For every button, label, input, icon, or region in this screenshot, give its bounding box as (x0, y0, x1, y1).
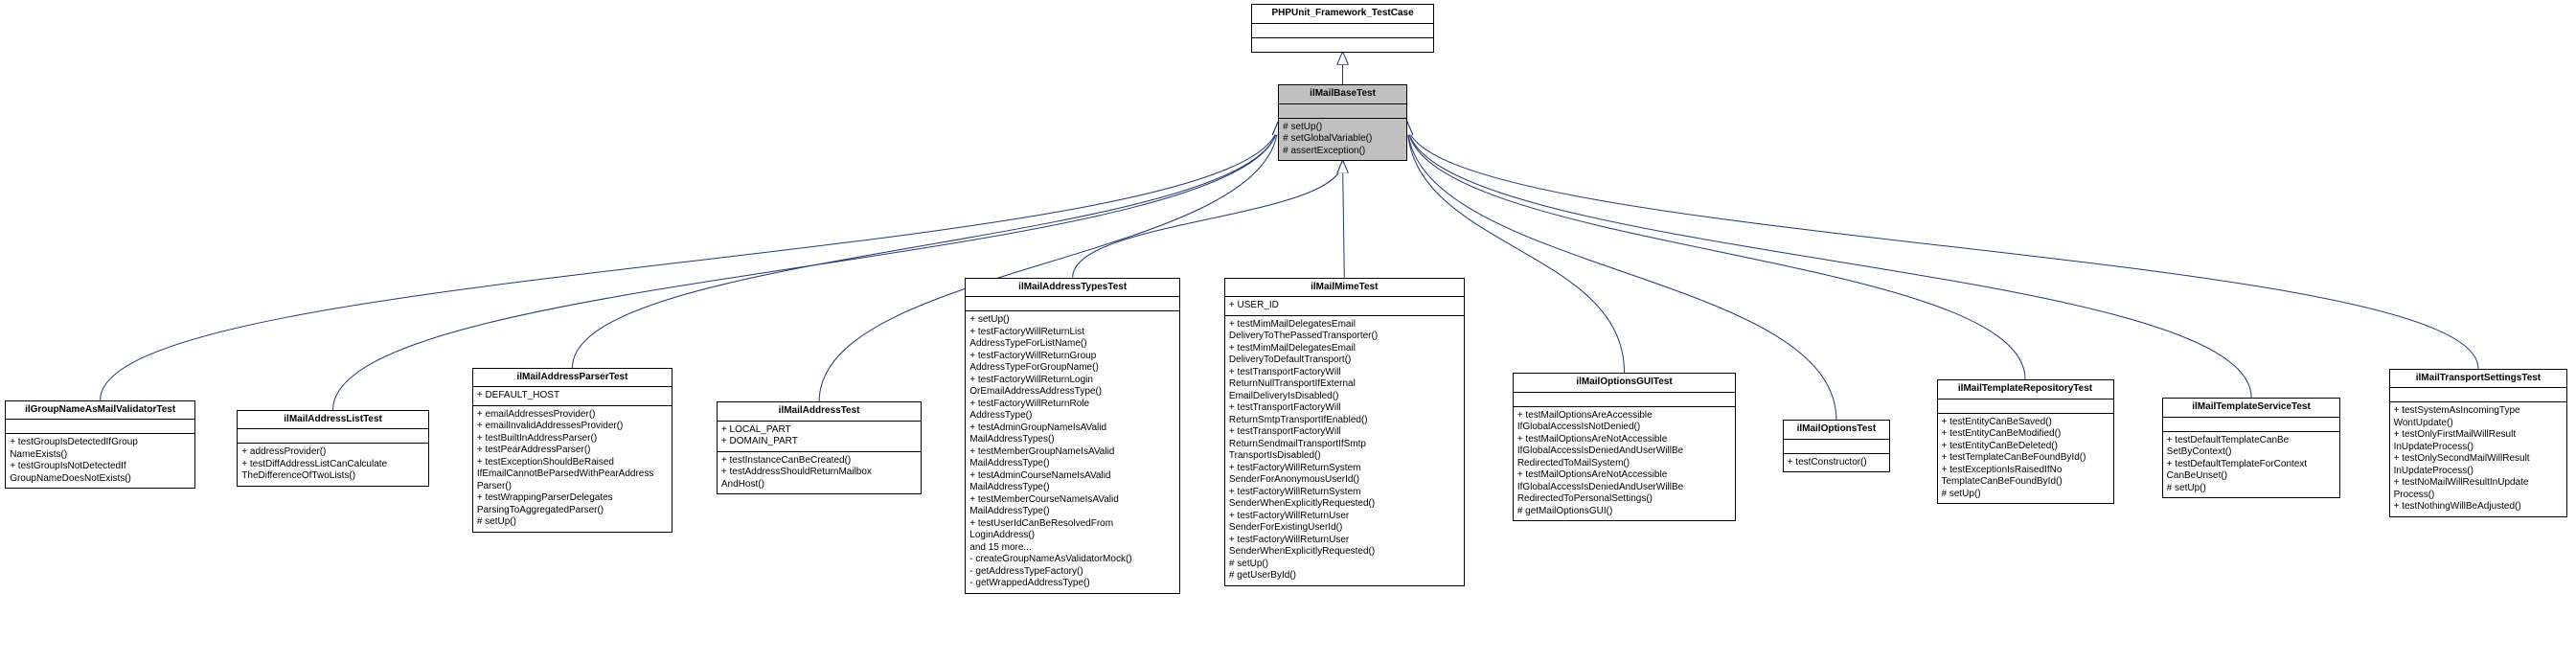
edge-ilMailTemplateServiceTest-to-ilMailBaseTest (1407, 123, 2251, 398)
class-title: ilMailMimeTest (1225, 279, 1464, 298)
class-title: ilMailOptionsGUITest (1514, 374, 1735, 393)
class-members (1784, 440, 1889, 454)
class-title: ilMailAddressTypesTest (966, 279, 1179, 298)
class-ilMailOptionsTest[interactable]: ilMailOptionsTest + testConstructor() (1783, 420, 1890, 472)
class-members (1279, 104, 1406, 119)
class-members (6, 420, 194, 434)
class-members: + testDefaultTemplateCanBe SetByContext(… (2163, 432, 2340, 498)
class-members: + DEFAULT_HOST (473, 387, 672, 406)
class-members (1514, 393, 1735, 407)
edge-ilMailTransportSettingsTest-to-ilMailBaseTest (1407, 123, 2478, 369)
class-members (1252, 38, 1432, 52)
class-members: + USER_ID (1225, 297, 1464, 316)
class-title: ilMailAddressTest (718, 402, 921, 422)
class-members (2163, 418, 2340, 432)
class-members: # setUp() # setGlobalVariable() # assert… (1279, 119, 1406, 161)
class-members: + testGroupIsDetectedIfGroup NameExists(… (6, 434, 194, 488)
class-members: + setUp() + testFactoryWillReturnList Ad… (966, 311, 1179, 593)
class-members (1938, 399, 2113, 414)
class-title: ilMailTransportSettingsTest (2390, 370, 2567, 389)
class-members: + testEntityCanBeSaved() + testEntityCan… (1938, 414, 2113, 504)
class-members (966, 297, 1179, 311)
class-ilMailOptionsGUITest[interactable]: ilMailOptionsGUITest + testMailOptionsAre… (1513, 373, 1736, 521)
class-title: ilMailTemplateRepositoryTest (1938, 380, 2113, 399)
class-members: + testConstructor() (1784, 454, 1889, 472)
class-members: + emailAddressesProvider() + emailInvali… (473, 406, 672, 532)
diagram-canvas: PHPUnit_Framework_TestCase ilMailBaseTest… (0, 0, 2576, 662)
edge-ilMailMimeTest-to-ilMailBaseTest (1343, 161, 1345, 277)
class-title: PHPUnit_Framework_TestCase (1252, 5, 1432, 24)
class-ilMailTemplateRepositoryTest[interactable]: ilMailTemplateRepositoryTest + testEntity… (1937, 379, 2114, 504)
class-ilMailAddressTest[interactable]: ilMailAddressTest+ LOCAL_PART + DOMAIN_P… (717, 401, 922, 494)
class-title: ilMailAddressParserTest (473, 369, 672, 388)
class-members: + testMailOptionsAreAccessible IfGlobalA… (1514, 407, 1735, 521)
class-members: + testSystemAsIncomingType WontUpdate() … (2390, 402, 2567, 516)
class-title: ilMailTemplateServiceTest (2163, 399, 2340, 418)
class-ilMailTransportSettingsTest[interactable]: ilMailTransportSettingsTest + testSystemA… (2389, 369, 2568, 517)
class-title: ilMailOptionsTest (1784, 421, 1889, 440)
class-members (238, 429, 428, 444)
class-ilMailAddressParserTest[interactable]: ilMailAddressParserTest+ DEFAULT_HOST+ e… (472, 368, 672, 533)
class-ilMailAddressTypesTest[interactable]: ilMailAddressTypesTest + setUp() + testFa… (965, 278, 1180, 594)
class-ilMailBaseTest[interactable]: ilMailBaseTest # setUp() # setGlobalVaria… (1278, 84, 1407, 161)
class-members: + LOCAL_PART + DOMAIN_PART (718, 422, 921, 452)
edge-ilMailAddressTypesTest-to-ilMailBaseTest (1073, 161, 1343, 277)
class-members (1252, 24, 1432, 38)
class-title: ilMailAddressListTest (238, 411, 428, 430)
class-ilMailMimeTest[interactable]: ilMailMimeTest+ USER_ID+ testMimMailDele… (1224, 278, 1465, 586)
edge-ilMailTemplateRepositoryTest-to-ilMailBaseTest (1407, 123, 2025, 379)
class-members: + testMimMailDelegatesEmail DeliveryToTh… (1225, 316, 1464, 585)
class-ilMailAddressListTest[interactable]: ilMailAddressListTest + addressProvider()… (237, 410, 429, 487)
class-phpunit[interactable]: PHPUnit_Framework_TestCase (1251, 4, 1433, 53)
class-ilMailTemplateServiceTest[interactable]: ilMailTemplateServiceTest + testDefaultTe… (2162, 398, 2341, 498)
class-members: + addressProvider() + testDiffAddressLis… (238, 444, 428, 486)
class-title: ilMailBaseTest (1279, 85, 1406, 104)
class-title: ilGroupNameAsMailValidatorTest (6, 401, 194, 421)
class-members (2390, 388, 2567, 402)
class-ilGroupNameAsMailValidatorTest[interactable]: ilGroupNameAsMailValidatorTest + testGrou… (5, 400, 195, 490)
class-members: + testInstanceCanBeCreated() + testAddre… (718, 452, 921, 494)
